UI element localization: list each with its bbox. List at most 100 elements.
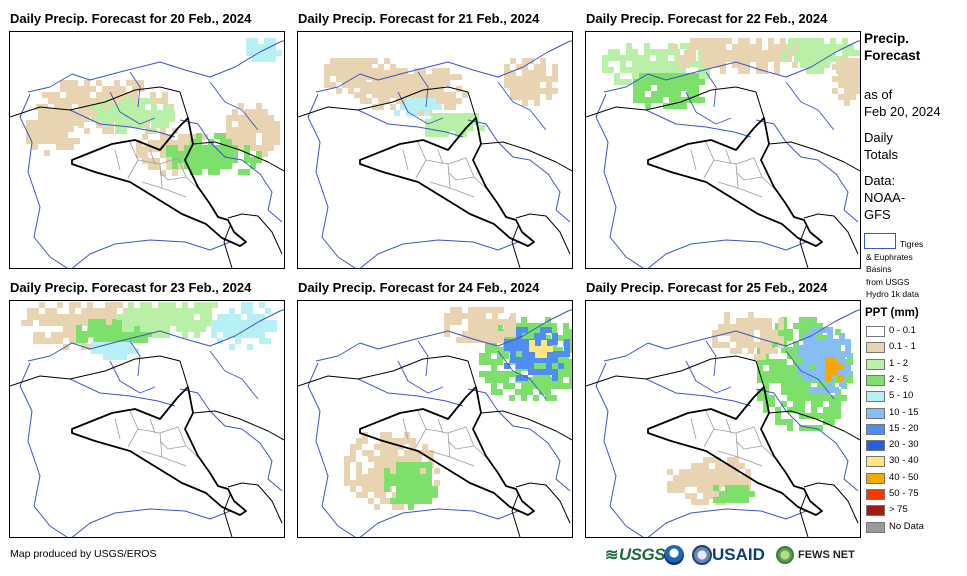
precip-cell bbox=[426, 92, 432, 98]
precip-cell bbox=[552, 88, 558, 94]
precip-cell bbox=[527, 383, 533, 389]
precip-cell bbox=[344, 468, 350, 474]
river-line bbox=[357, 378, 571, 492]
precip-cell bbox=[730, 336, 736, 342]
precip-cell bbox=[66, 116, 72, 122]
precip-cell bbox=[152, 308, 158, 314]
precip-cell bbox=[438, 98, 444, 104]
precip-cell bbox=[368, 468, 374, 474]
precip-cell bbox=[374, 480, 380, 486]
precip-cell bbox=[750, 44, 756, 50]
precip-cell bbox=[262, 133, 268, 139]
precip-cell bbox=[176, 308, 182, 314]
precip-cell bbox=[449, 119, 455, 125]
precip-cell bbox=[100, 325, 106, 331]
precip-cell bbox=[528, 351, 534, 357]
precip-cell bbox=[408, 504, 414, 510]
precip-cell bbox=[270, 56, 276, 62]
legend-label: 1 - 2 bbox=[889, 357, 909, 369]
precip-cell bbox=[108, 98, 114, 104]
precip-cell bbox=[226, 145, 232, 151]
precip-cell bbox=[497, 389, 503, 395]
precip-cell bbox=[504, 82, 510, 88]
precip-cell bbox=[102, 128, 108, 134]
river-line bbox=[69, 378, 283, 492]
precip-cell bbox=[462, 313, 468, 319]
precip-cell bbox=[50, 114, 56, 120]
precip-cell bbox=[799, 407, 805, 413]
precip-cell bbox=[26, 138, 32, 144]
precip-cell bbox=[510, 82, 516, 88]
precip-cell bbox=[48, 92, 54, 98]
precip-cell bbox=[744, 68, 750, 74]
precip-cell bbox=[827, 333, 833, 339]
precip-cell bbox=[384, 82, 390, 88]
precip-cell bbox=[668, 49, 674, 55]
precip-cell bbox=[196, 133, 202, 139]
precip-cell bbox=[157, 116, 163, 122]
precip-cell bbox=[443, 113, 449, 119]
precip-cell bbox=[552, 357, 558, 363]
precip-cell bbox=[827, 327, 833, 333]
precip-cell bbox=[244, 145, 250, 151]
precip-cell bbox=[62, 138, 68, 144]
precip-cell bbox=[69, 308, 75, 314]
precip-cell bbox=[462, 331, 468, 337]
precip-cell bbox=[833, 351, 839, 357]
precip-cell bbox=[639, 97, 645, 103]
precip-cell bbox=[620, 61, 626, 67]
precip-cell bbox=[432, 486, 438, 492]
precip-cell bbox=[811, 413, 817, 419]
precip-cell bbox=[516, 76, 522, 82]
usgs-logo-text: USGS bbox=[618, 545, 666, 564]
precip-cell bbox=[748, 324, 754, 330]
precip-cell bbox=[515, 353, 521, 359]
precip-cell bbox=[259, 332, 265, 338]
precip-cell bbox=[188, 320, 194, 326]
precip-cell bbox=[62, 108, 68, 114]
precip-cell bbox=[709, 481, 715, 487]
precip-cell bbox=[124, 331, 130, 337]
precip-cell bbox=[763, 377, 769, 383]
precip-cell bbox=[529, 346, 535, 352]
precip-cell bbox=[128, 308, 134, 314]
legend-swatch bbox=[866, 391, 885, 403]
precip-cell bbox=[378, 104, 384, 110]
precip-cell bbox=[54, 92, 60, 98]
precip-cell bbox=[657, 97, 663, 103]
precip-cell bbox=[657, 79, 663, 85]
precip-cell bbox=[372, 104, 378, 110]
coastline bbox=[799, 213, 859, 268]
precip-cell bbox=[170, 320, 176, 326]
precip-cell bbox=[247, 344, 253, 350]
precip-cell bbox=[120, 86, 126, 92]
precip-cell bbox=[492, 307, 498, 313]
precip-cell bbox=[533, 329, 539, 335]
precip-cell bbox=[479, 359, 485, 365]
precip-cell bbox=[781, 347, 787, 353]
precip-cell bbox=[247, 326, 253, 332]
precip-cell bbox=[241, 332, 247, 338]
precip-cell bbox=[754, 324, 760, 330]
precip-cell bbox=[396, 86, 402, 92]
precip-cell bbox=[456, 319, 462, 325]
precip-cell bbox=[202, 163, 208, 169]
precip-cell bbox=[766, 318, 772, 324]
precip-cell bbox=[262, 109, 268, 115]
precip-cell bbox=[398, 456, 404, 462]
precip-cell bbox=[380, 480, 386, 486]
precip-cell bbox=[437, 131, 443, 137]
precip-cell bbox=[368, 498, 374, 504]
map-panel-feb-23 bbox=[9, 300, 285, 538]
precip-cell bbox=[678, 56, 684, 62]
legend-label: > 75 bbox=[889, 504, 908, 516]
precip-cell bbox=[698, 49, 704, 55]
precip-cell bbox=[408, 498, 414, 504]
precip-cell bbox=[410, 438, 416, 444]
precip-cell bbox=[748, 330, 754, 336]
precip-cell bbox=[809, 357, 815, 363]
precip-cell bbox=[835, 413, 841, 419]
precip-cell bbox=[33, 338, 39, 344]
precip-cell bbox=[54, 104, 60, 110]
precip-cell bbox=[841, 395, 847, 401]
